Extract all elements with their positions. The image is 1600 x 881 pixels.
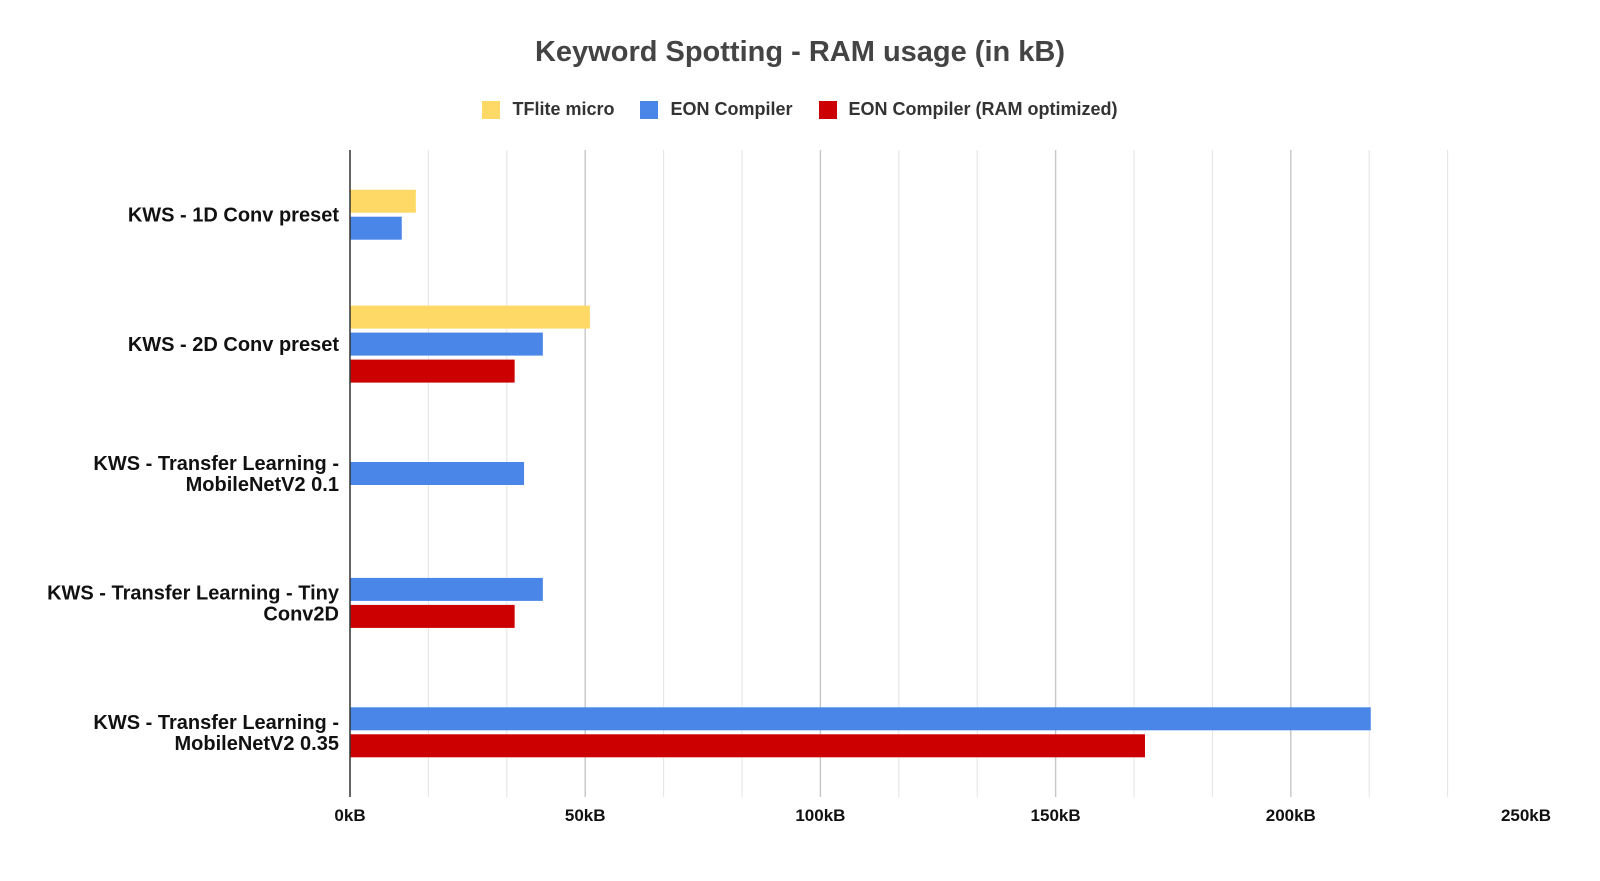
bar-1-1	[350, 332, 543, 356]
bar-3-1	[350, 577, 543, 601]
legend-label-tflite: TFlite micro	[512, 99, 615, 119]
legend: TFlite micro EON Compiler EON Compiler (…	[0, 99, 1600, 120]
category-label-0-0: KWS - 1D Conv preset	[128, 205, 339, 227]
category-label-4-0: KWS - Transfer Learning -	[93, 712, 339, 734]
legend-item-eon-ram: EON Compiler (RAM optimized)	[818, 99, 1118, 120]
bar-3-2	[350, 604, 515, 628]
bar-1-0	[350, 305, 590, 329]
x-tick-label-3: 150kB	[1031, 806, 1081, 825]
bar-4-1	[350, 707, 1371, 731]
x-tick-label-4: 200kB	[1266, 806, 1316, 825]
category-label-2-1: MobileNetV2 0.1	[186, 474, 339, 496]
x-tick-label-1: 50kB	[565, 806, 606, 825]
bar-0-1	[350, 216, 402, 240]
bar-0-0	[350, 189, 416, 213]
legend-swatch-eon-ram	[818, 100, 837, 119]
category-label-3-1: Conv2D	[263, 603, 339, 625]
legend-label-eon-ram: EON Compiler (RAM optimized)	[848, 99, 1118, 119]
legend-item-eon: EON Compiler	[640, 99, 793, 120]
legend-label-eon: EON Compiler	[670, 99, 793, 119]
bar-1-2	[350, 359, 515, 383]
category-label-1-0: KWS - 2D Conv preset	[128, 334, 339, 356]
bar-4-2	[350, 734, 1145, 758]
x-tick-label-5: 250kB	[1501, 806, 1551, 825]
legend-swatch-eon	[640, 100, 659, 119]
category-label-2-0: KWS - Transfer Learning -	[93, 453, 339, 475]
chart-title: Keyword Spotting - RAM usage (in kB)	[534, 36, 1066, 68]
category-label-4-1: MobileNetV2 0.35	[174, 733, 339, 755]
category-label-3-0: KWS - Transfer Learning - Tiny	[47, 582, 340, 604]
x-tick-label-0: 0kB	[334, 806, 365, 825]
x-tick-label-2: 100kB	[795, 806, 845, 825]
bar-2-1	[350, 462, 525, 485]
legend-swatch-tflite	[482, 100, 501, 119]
legend-item-tflite: TFlite micro	[482, 99, 614, 120]
